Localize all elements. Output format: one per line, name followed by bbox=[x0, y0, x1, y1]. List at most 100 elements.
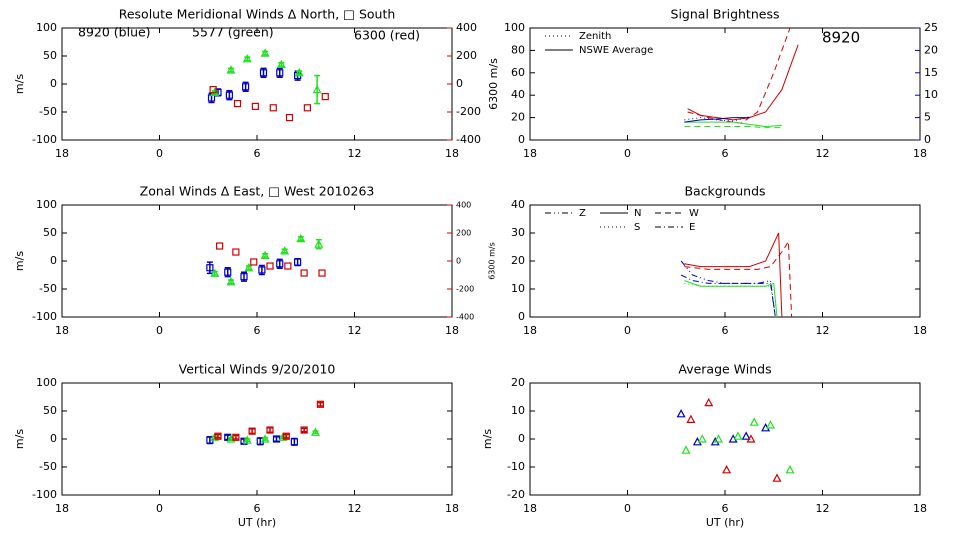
y-tick-label: 50 bbox=[43, 404, 57, 417]
data-point bbox=[216, 242, 224, 250]
x-tick-label: 6 bbox=[254, 147, 261, 160]
y-tick-label: 80 bbox=[511, 43, 525, 56]
annotation: 8920 bbox=[822, 29, 860, 47]
y-tick-label: 30 bbox=[511, 226, 525, 239]
x-tick-label: 0 bbox=[156, 324, 163, 337]
y-tick-label: 20 bbox=[511, 254, 525, 267]
data-point bbox=[296, 233, 306, 243]
error-bar bbox=[262, 252, 269, 258]
y-tick-label: 0 bbox=[518, 310, 525, 323]
error-bar bbox=[317, 401, 324, 407]
data-line bbox=[684, 239, 793, 318]
data-point bbox=[314, 239, 324, 248]
error-bar bbox=[314, 74, 321, 105]
data-point bbox=[256, 437, 264, 445]
y-axis-label: m/s bbox=[13, 429, 26, 449]
data-point bbox=[240, 273, 248, 281]
data-point bbox=[269, 104, 277, 112]
error-bar bbox=[267, 427, 273, 434]
error-bar bbox=[278, 61, 285, 67]
x-tick-label: 12 bbox=[816, 147, 830, 160]
y2-tick-label: 400 bbox=[456, 201, 471, 210]
y-tick-label: 20 bbox=[511, 111, 525, 124]
data-point bbox=[232, 433, 240, 441]
legend-label: NSWE Average bbox=[579, 45, 653, 56]
y-tick-label: -10 bbox=[507, 460, 525, 473]
y-tick-label: 50 bbox=[43, 226, 57, 239]
x-tick-label: 6 bbox=[722, 147, 729, 160]
data-point bbox=[282, 432, 290, 440]
y-tick-label: 10 bbox=[511, 404, 525, 417]
y-axis-label: m/s bbox=[13, 251, 26, 271]
error-bar bbox=[215, 433, 221, 439]
y-tick-label: 40 bbox=[511, 198, 525, 211]
y2-tick-label: -200 bbox=[456, 285, 474, 294]
x-tick-label: 0 bbox=[156, 147, 163, 160]
data-point bbox=[746, 434, 756, 443]
x-tick-label: 0 bbox=[624, 324, 631, 337]
y2-tick-label: 400 bbox=[456, 21, 477, 34]
x-tick-label: 12 bbox=[816, 324, 830, 337]
y-tick-label: 100 bbox=[36, 198, 57, 211]
legend-label: N bbox=[634, 208, 641, 219]
error-bar bbox=[228, 279, 234, 285]
data-point bbox=[310, 427, 321, 436]
data-point bbox=[676, 409, 686, 418]
legend-label: W bbox=[689, 208, 699, 219]
x-tick-label: 6 bbox=[722, 324, 729, 337]
y-tick-label: 50 bbox=[43, 49, 57, 62]
data-line bbox=[684, 232, 783, 318]
data-point bbox=[316, 400, 324, 408]
x-tick-label: 12 bbox=[348, 324, 362, 337]
y2-tick-label: 200 bbox=[456, 49, 477, 62]
y2-tick-label: 15 bbox=[924, 66, 938, 79]
y-tick-label: 100 bbox=[36, 21, 57, 34]
annotation: 8920 (blue) bbox=[78, 25, 151, 40]
data-point bbox=[214, 432, 222, 440]
data-point bbox=[209, 85, 217, 94]
data-point bbox=[318, 269, 326, 277]
y2-tick-label: -400 bbox=[456, 133, 481, 146]
error-bar bbox=[244, 56, 251, 62]
x-tick-label: 0 bbox=[156, 502, 163, 515]
data-line bbox=[684, 117, 750, 123]
data-point bbox=[312, 84, 322, 94]
legend-label: Z bbox=[579, 208, 586, 219]
legend-label: E bbox=[689, 222, 695, 233]
error-bar bbox=[296, 70, 303, 76]
data-point bbox=[233, 99, 242, 108]
data-point bbox=[259, 69, 268, 77]
data-point bbox=[285, 113, 294, 122]
error-bar bbox=[232, 434, 239, 440]
panel-title: Vertical Winds 9/20/2010 bbox=[179, 362, 336, 377]
error-bar bbox=[249, 428, 256, 435]
data-point bbox=[244, 262, 254, 272]
data-point bbox=[713, 434, 724, 443]
y-tick-label: 0 bbox=[518, 432, 525, 445]
data-line bbox=[684, 280, 778, 318]
x-tick-label: 12 bbox=[816, 502, 830, 515]
y2-tick-label: 0 bbox=[456, 257, 461, 266]
annotation: 5577 (green) bbox=[192, 25, 274, 40]
y-tick-label: 100 bbox=[504, 21, 525, 34]
x-tick-label: 18 bbox=[523, 502, 537, 515]
data-point bbox=[226, 65, 236, 74]
error-bar bbox=[281, 248, 288, 254]
x-tick-label: 6 bbox=[254, 324, 261, 337]
panel-title: Zonal Winds Δ East, □ West 2010263 bbox=[140, 184, 375, 199]
data-point bbox=[224, 268, 232, 276]
data-point bbox=[722, 465, 732, 474]
data-point bbox=[303, 104, 311, 112]
x-tick-label: 6 bbox=[722, 502, 729, 515]
data-point bbox=[266, 262, 274, 270]
data-point bbox=[749, 417, 759, 426]
y2-tick-label: 0 bbox=[456, 77, 463, 90]
y-axis-label: m/s bbox=[13, 74, 26, 94]
y-tick-label: 0 bbox=[50, 254, 57, 267]
legend-label: S bbox=[634, 222, 640, 233]
data-point bbox=[232, 248, 240, 256]
data-point bbox=[697, 434, 707, 443]
error-bar bbox=[283, 433, 290, 439]
x-tick-label: 18 bbox=[445, 502, 459, 515]
error-bar bbox=[262, 50, 269, 56]
